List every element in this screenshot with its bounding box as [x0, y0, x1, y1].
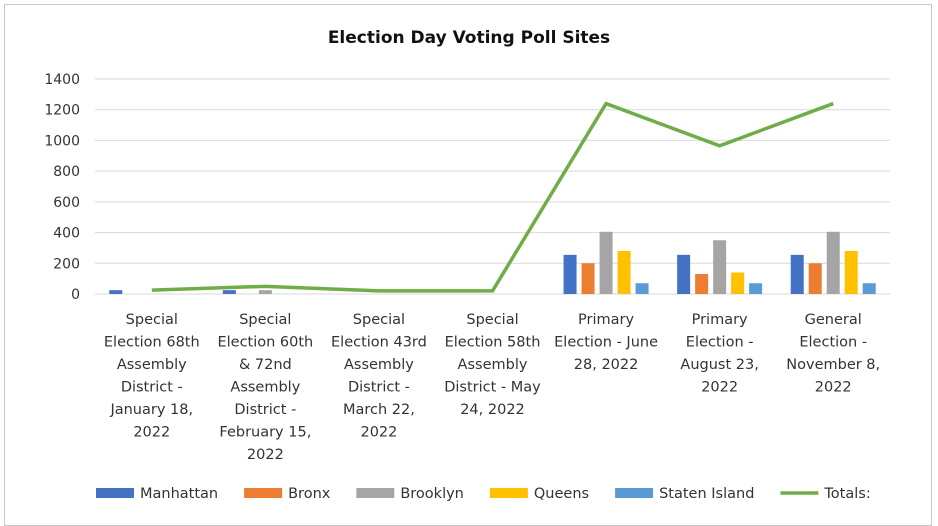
total-line-series	[151, 101, 834, 293]
bar-brooklyn	[713, 240, 727, 294]
bar-staten-island	[749, 283, 763, 294]
bar-series	[109, 231, 876, 294]
legend-swatch-manhattan	[96, 488, 134, 498]
bar-manhattan	[677, 254, 691, 294]
bar-brooklyn	[826, 231, 840, 294]
legend-label-brooklyn: Brooklyn	[400, 486, 464, 502]
y-tick-label: 1200	[44, 103, 80, 119]
legend-label-bronx: Bronx	[288, 486, 331, 502]
bar-queens	[844, 251, 858, 294]
legend-label-totals: Totals:	[823, 486, 870, 502]
chart-frame	[4, 4, 932, 526]
x-category-label: Special Election 68th Assembly District -Ja…	[104, 312, 200, 441]
bar-manhattan	[109, 290, 123, 294]
legend-swatch-staten-island	[615, 488, 654, 498]
grid-lines	[95, 78, 890, 295]
legend-label-manhattan: Manhattan	[140, 486, 218, 502]
x-category-label: Special Election 58th Assembly District - M…	[444, 312, 541, 418]
bar-brooklyn	[599, 231, 613, 294]
y-tick-label: 600	[53, 195, 80, 211]
x-category-label: Primary Election -August 23, 2022	[680, 312, 758, 396]
y-tick-label: 1000	[44, 133, 80, 149]
bar-queens	[617, 251, 631, 294]
chart-title: Election Day Voting Poll Sites	[327, 28, 611, 48]
bar-bronx	[695, 274, 709, 294]
bar-manhattan	[790, 254, 804, 294]
bar-manhattan	[563, 254, 577, 294]
legend-swatch-brooklyn	[356, 488, 395, 498]
x-category-label: Primary Election - June 28, 2022	[554, 312, 658, 373]
bar-queens	[731, 272, 745, 294]
legend-swatch-queens	[489, 488, 528, 498]
bar-staten-island	[635, 283, 649, 294]
legend-label-staten-island: Staten Island	[659, 486, 754, 502]
bar-bronx	[808, 263, 822, 294]
x-category-label: Special Election 60th & 72nd Assembly Distri…	[217, 312, 313, 463]
totals-line	[151, 101, 834, 293]
bar-bronx	[581, 263, 595, 294]
bar-brooklyn	[258, 290, 272, 294]
x-category-label: Special Election 43rd Assembly District -Ma…	[331, 312, 427, 441]
y-tick-label: 800	[53, 164, 80, 180]
legend-label-queens: Queens	[534, 486, 589, 502]
y-tick-label: 0	[71, 287, 80, 303]
bar-manhattan	[222, 290, 236, 294]
x-category-label: General Election -November 8, 2022	[786, 312, 880, 396]
y-axis-ticks: 0 200 400 600 800 1000 1200 1400	[44, 72, 80, 303]
y-tick-label: 1400	[44, 72, 80, 88]
y-tick-label: 200	[53, 256, 80, 272]
legend: Manhattan Bronx Brooklyn Queens Staten Islan…	[96, 486, 871, 502]
y-tick-label: 400	[53, 226, 80, 242]
x-axis-categories: Special Election 68th Assembly District -Ja…	[104, 312, 880, 463]
bar-staten-island	[862, 283, 876, 294]
legend-swatch-bronx	[244, 488, 283, 498]
chart-plot: 0 200 400 600 800 1000 1200 1400 Special Electio…	[44, 72, 890, 502]
